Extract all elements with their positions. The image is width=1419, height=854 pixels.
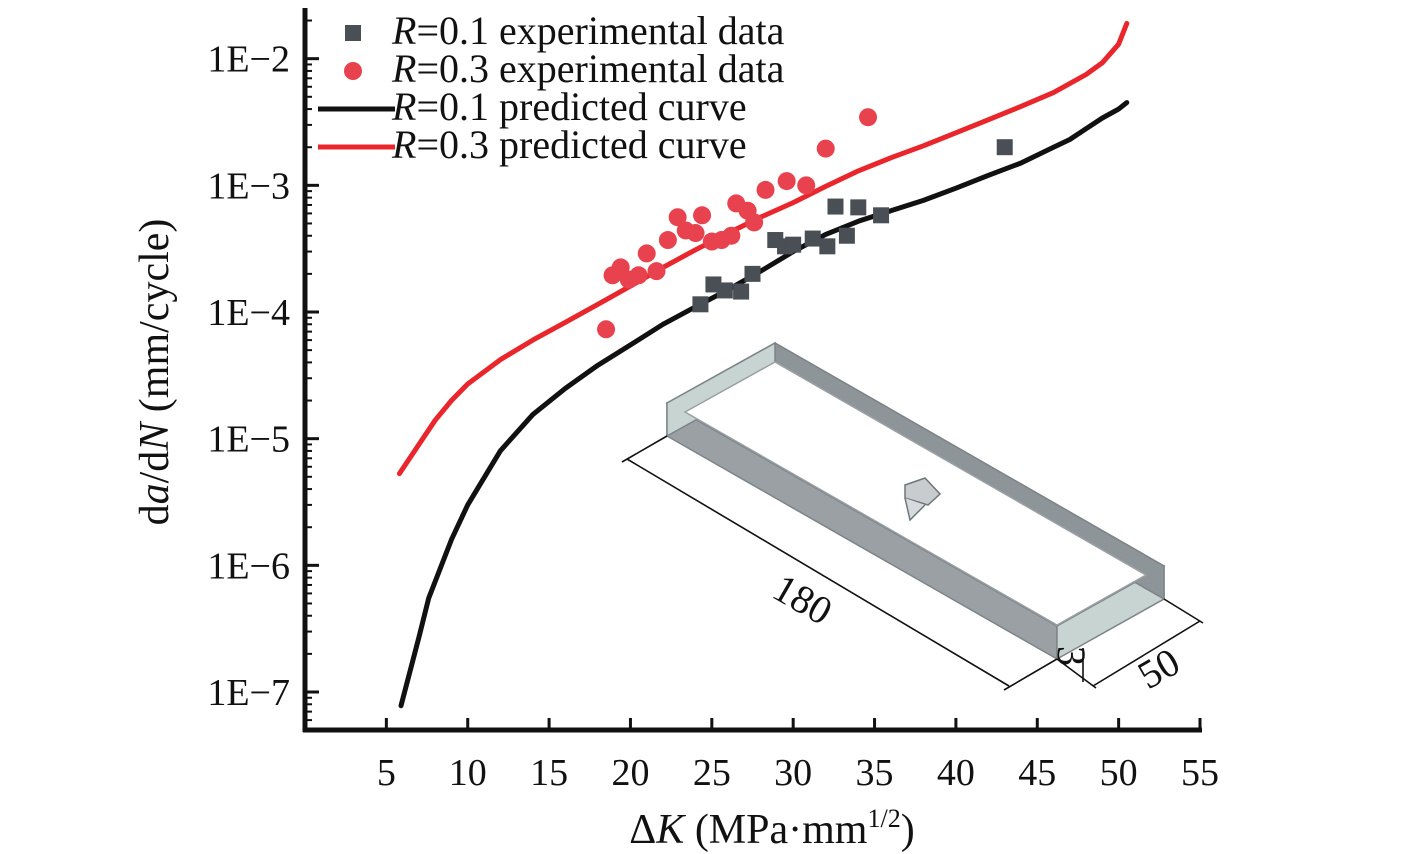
data-point-square — [838, 227, 855, 244]
series-line — [398, 100, 1130, 709]
x-tick-label: 15 — [530, 752, 568, 794]
legend-marker-square — [345, 25, 361, 41]
data-point-circle — [756, 180, 775, 199]
data-point-circle — [777, 172, 796, 191]
axes: 5 10 15 20 25 30 35 40 45 50 55 1E−2 1E−3 1E−4 1E−5 1E−… — [207, 8, 1219, 794]
x-tick-label: 50 — [1100, 752, 1138, 794]
data-point-circle — [647, 262, 666, 281]
dim-ext-50-b — [1163, 598, 1204, 624]
dim-ext-180-b — [1003, 658, 1058, 691]
data-point-square — [873, 207, 890, 224]
dimension-lines — [621, 435, 1204, 691]
dim-ext-180-a — [621, 435, 668, 463]
data-point-square — [716, 282, 733, 299]
y-tick-label: 1E−7 — [207, 672, 290, 714]
data-point-circle — [658, 231, 677, 250]
dim-label-3: 3 — [1049, 646, 1094, 666]
data-point-square — [827, 198, 844, 215]
data-point-circle — [816, 139, 835, 158]
legend-label: R=0.1 predicted curve — [391, 84, 747, 129]
data-point-circle — [859, 108, 878, 127]
data-point-square — [744, 265, 761, 282]
y-axis-title: da/dN (mm/cycle) — [132, 219, 178, 526]
data-point-square — [819, 238, 836, 255]
plot-marks — [396, 20, 1130, 709]
dim-ext-50-a — [1056, 658, 1097, 689]
y-tick-label: 1E−6 — [207, 545, 290, 587]
y-tick-label: 1E−4 — [207, 292, 290, 334]
x-tick-label: 35 — [856, 752, 894, 794]
x-tick-label: 55 — [1181, 752, 1219, 794]
data-point-circle — [668, 208, 687, 227]
data-point-square — [850, 199, 867, 216]
data-point-square — [785, 236, 802, 253]
data-point-circle — [797, 176, 816, 195]
y-tick-label: 1E−2 — [207, 39, 290, 81]
data-point-square — [733, 283, 750, 300]
x-tick-label: 40 — [937, 752, 975, 794]
x-tick-label: 45 — [1018, 752, 1056, 794]
data-point-circle — [693, 206, 712, 225]
data-point-square — [804, 230, 821, 247]
legend-marker-circle — [344, 62, 362, 80]
legend-label: R=0.3 predicted curve — [391, 122, 747, 167]
data-point-square — [996, 139, 1013, 156]
x-tick-label: 30 — [774, 752, 812, 794]
x-tick-label: 10 — [449, 752, 487, 794]
data-point-square — [692, 296, 709, 313]
crack-notch-tip — [904, 497, 926, 522]
data-point-circle — [722, 226, 741, 245]
legend-label: R=0.3 experimental data — [391, 46, 785, 91]
dim-line-180 — [626, 458, 1010, 687]
crack-notch-drawing — [904, 477, 942, 506]
data-point-circle — [686, 224, 705, 243]
specimen-inset: 180 3 50 — [621, 341, 1204, 698]
y-tick-label: 1E−3 — [207, 165, 290, 207]
x-axis-title: ΔK (MPa·mm1/2) — [629, 804, 914, 853]
x-tick-label: 5 — [377, 752, 396, 794]
specimen-plate-drawing — [665, 341, 1166, 661]
data-point-circle — [637, 244, 656, 263]
data-point-circle — [597, 320, 616, 339]
data-point-circle — [745, 213, 764, 232]
x-tick-label: 20 — [611, 752, 649, 794]
x-tick-label: 25 — [693, 752, 731, 794]
dim-line-50 — [1092, 620, 1201, 687]
data-point-circle — [629, 266, 648, 285]
y-tick-label: 1E−5 — [207, 419, 290, 461]
legend-label: R=0.1 experimental data — [391, 8, 785, 53]
